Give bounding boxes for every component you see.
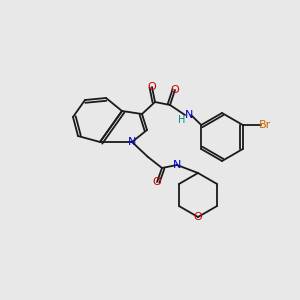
Text: O: O [194, 212, 202, 222]
Text: N: N [128, 137, 136, 147]
Text: H: H [178, 115, 185, 125]
Text: O: O [148, 82, 156, 92]
Text: Br: Br [259, 120, 271, 130]
Text: O: O [171, 85, 179, 95]
Text: N: N [185, 110, 193, 120]
Text: O: O [153, 177, 161, 187]
Text: N: N [173, 160, 181, 170]
